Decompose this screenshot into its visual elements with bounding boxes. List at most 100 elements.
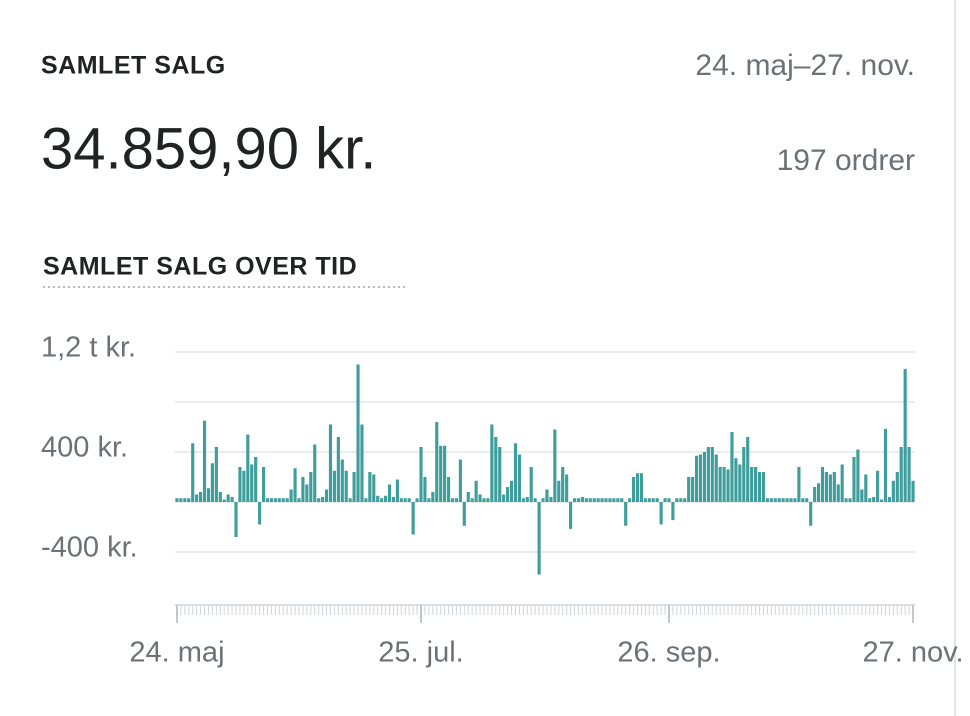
bar (356, 364, 360, 502)
bar (722, 467, 726, 502)
bar (187, 498, 191, 502)
bar (470, 498, 474, 502)
bar (710, 447, 714, 502)
bar (911, 480, 915, 502)
bar (553, 429, 557, 502)
bar (179, 498, 183, 502)
bar (242, 470, 246, 502)
bar (387, 484, 392, 502)
bar (395, 479, 399, 502)
bar (372, 474, 376, 502)
bar (344, 470, 348, 502)
bar (734, 458, 738, 502)
bar (856, 449, 860, 502)
bar (399, 498, 403, 502)
bar (273, 498, 277, 502)
bar (513, 443, 518, 502)
bar (466, 492, 470, 502)
bar (458, 459, 462, 502)
bar (521, 498, 525, 502)
bar (624, 502, 628, 526)
bar (781, 498, 785, 502)
bar (809, 502, 813, 526)
x-tick-label: 24. maj (129, 637, 224, 669)
bar (592, 498, 596, 502)
bar (222, 499, 226, 502)
bar (687, 477, 691, 502)
bar (899, 447, 903, 502)
bar (309, 472, 313, 502)
bar (258, 502, 262, 525)
bar (903, 368, 907, 502)
bar (872, 497, 876, 502)
bar (502, 494, 506, 502)
bar (596, 498, 600, 502)
bar (297, 498, 301, 502)
bar (820, 467, 825, 502)
bar (584, 498, 588, 502)
bar (332, 470, 336, 502)
bar (860, 489, 864, 502)
bar (261, 467, 266, 502)
bar (557, 480, 561, 502)
bar (250, 464, 254, 502)
bar (230, 497, 234, 502)
bar (655, 498, 659, 502)
bar (816, 483, 821, 502)
bar (218, 492, 222, 502)
bar (419, 447, 423, 502)
bar (423, 477, 427, 502)
bar (742, 447, 746, 502)
date-range[interactable]: 24. maj–27. nov. (695, 49, 915, 82)
bar (738, 464, 742, 502)
bar (639, 473, 644, 502)
bar (643, 498, 647, 502)
bar (313, 444, 317, 502)
bar (572, 498, 577, 502)
bar (301, 477, 305, 502)
bar (671, 502, 675, 521)
bar (600, 498, 604, 502)
bar (769, 498, 773, 502)
bar (754, 467, 758, 502)
bar (635, 473, 640, 502)
bar (565, 474, 569, 502)
bar (801, 498, 805, 502)
bar (210, 463, 214, 502)
bar (529, 467, 533, 502)
chart-title[interactable]: SAMLET SALG OVER TID (43, 253, 357, 281)
x-tick-label: 26. sep. (617, 637, 720, 669)
bar (576, 498, 581, 502)
bar (789, 498, 793, 502)
y-tick-label: -400 kr. (41, 532, 138, 564)
bar (199, 492, 203, 502)
bar (317, 498, 321, 502)
bar (352, 472, 356, 502)
bar (289, 489, 293, 502)
bar (612, 498, 616, 502)
bar (569, 502, 573, 529)
bar (509, 480, 514, 502)
bar (868, 498, 872, 502)
bar (761, 472, 766, 502)
bar (462, 502, 466, 526)
bar (486, 498, 490, 502)
bar (517, 454, 521, 502)
bar (750, 467, 754, 502)
bar (561, 467, 565, 502)
bar (206, 488, 211, 502)
bar (765, 498, 769, 502)
total-sales: 34.859,90 kr. (41, 116, 376, 181)
card-title: SAMLET SALG (41, 52, 226, 80)
bar (214, 447, 218, 502)
bar (450, 498, 455, 502)
bar (604, 498, 608, 502)
bar (616, 498, 620, 502)
bar (620, 498, 624, 502)
x-tick-label: 27. nov. (863, 637, 964, 669)
bar (718, 467, 722, 502)
bar (667, 498, 671, 502)
bar (321, 497, 325, 502)
bar (254, 457, 258, 502)
